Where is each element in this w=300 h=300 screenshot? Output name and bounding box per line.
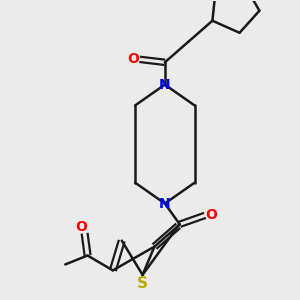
Text: O: O xyxy=(127,52,139,66)
Text: N: N xyxy=(159,196,171,211)
Text: O: O xyxy=(76,220,88,234)
Text: O: O xyxy=(206,208,218,222)
Text: S: S xyxy=(137,276,148,291)
Text: N: N xyxy=(159,78,171,92)
